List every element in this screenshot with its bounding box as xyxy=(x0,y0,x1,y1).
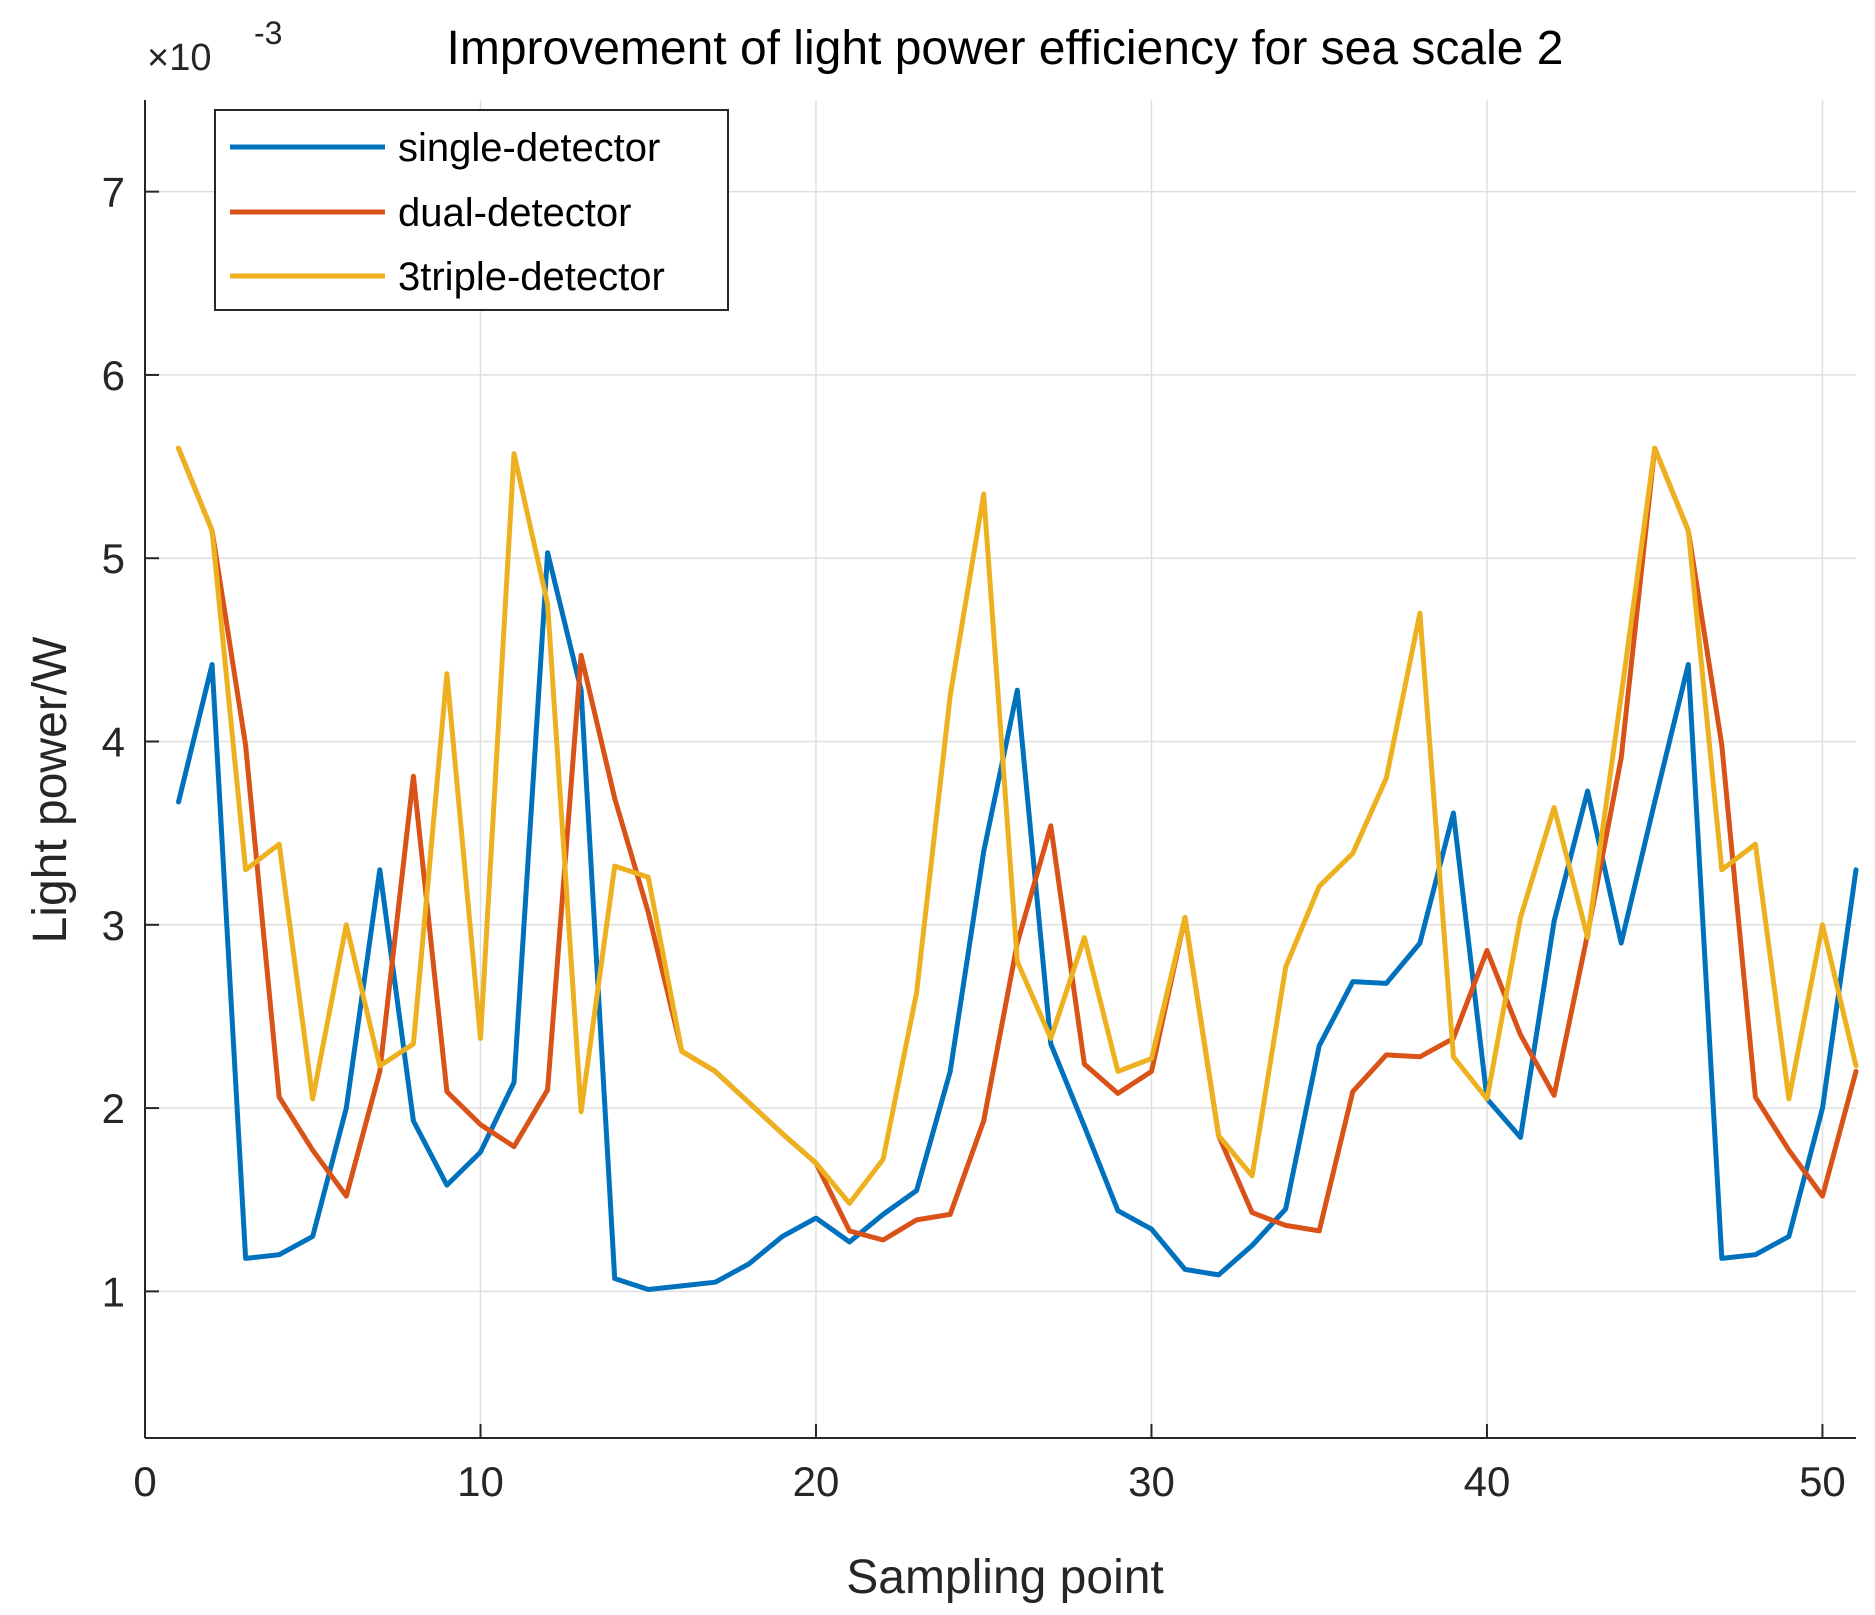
x-tick-label-5: 50 xyxy=(1799,1458,1846,1505)
series-line-single-detector xyxy=(176,550,1859,1292)
legend: single-detector dual-detector 3triple-de… xyxy=(214,109,729,311)
legend-label-triple-detector: 3triple-detector xyxy=(398,255,665,299)
y-tick-label-5: 6 xyxy=(102,352,125,399)
y-tick-labels: 1 2 3 4 5 6 7 xyxy=(102,169,125,1316)
chart-title: Improvement of light power efficiency fo… xyxy=(447,22,1564,75)
y-tick-label-4: 5 xyxy=(102,535,125,582)
x-tick-label-1: 10 xyxy=(457,1458,504,1505)
y-exponent-power: -3 xyxy=(254,15,282,51)
y-tick-label-6: 7 xyxy=(102,169,125,216)
x-tick-label-3: 30 xyxy=(1128,1458,1175,1505)
series-group xyxy=(176,445,1859,1292)
x-tick-label-0: 0 xyxy=(133,1458,156,1505)
y-exponent-base: ×10 xyxy=(147,37,211,79)
legend-label-dual-detector: dual-detector xyxy=(398,191,631,235)
x-tick-label-4: 40 xyxy=(1464,1458,1511,1505)
axes xyxy=(144,100,1856,1439)
y-tick-label-2: 3 xyxy=(102,902,125,949)
y-tick-label-0: 1 xyxy=(102,1268,125,1315)
x-tick-label-2: 20 xyxy=(793,1458,840,1505)
x-axis-label: Sampling point xyxy=(846,1551,1164,1604)
legend-label-single-detector: single-detector xyxy=(398,126,660,170)
y-axis-label: Light power/W xyxy=(24,636,77,943)
y-tick-label-1: 2 xyxy=(102,1085,125,1132)
series-line-3triple-detector xyxy=(176,445,1859,1206)
x-tick-labels: 0 10 20 30 40 50 xyxy=(133,1458,1845,1505)
y-tick-label-3: 4 xyxy=(102,719,125,766)
